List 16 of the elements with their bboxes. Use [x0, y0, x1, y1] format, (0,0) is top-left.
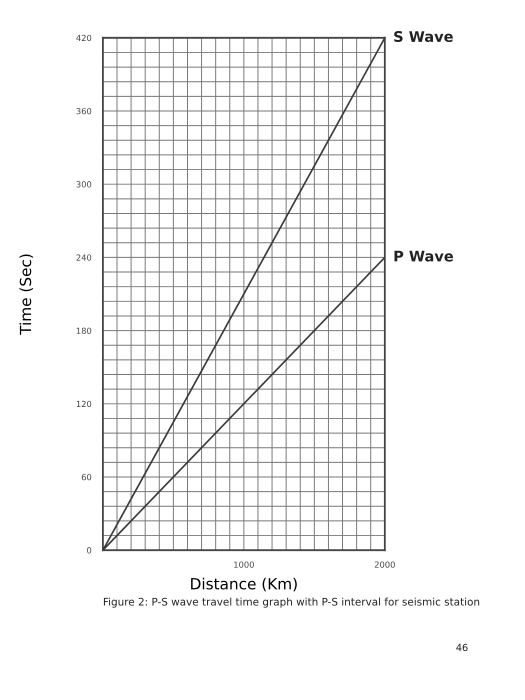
y-tick-label: 120 — [76, 400, 92, 408]
series-label: S Wave — [394, 31, 453, 42]
text: 46 — [456, 644, 468, 652]
caption: Figure 2: P-S wave travel time graph with P-S interval for seismic station — [104, 598, 480, 608]
x-tick-label: 1000 — [234, 561, 254, 568]
y-tick-label: 420 — [76, 34, 92, 42]
y-tick-label: 180 — [76, 328, 92, 334]
y-tick-label: 360 — [76, 108, 92, 114]
y-axis-title: Time (Sec) — [19, 254, 34, 335]
y-tick-label: 300 — [76, 181, 92, 188]
series-label: P Wave — [394, 250, 454, 262]
y-tick-label: 0 — [87, 547, 92, 554]
y-tick-label: 240 — [76, 254, 92, 261]
x-tick-label: 2000 — [374, 561, 395, 568]
x-axis-title: Distance (Km) — [191, 578, 297, 592]
y-tick-label: 60 — [82, 474, 92, 480]
